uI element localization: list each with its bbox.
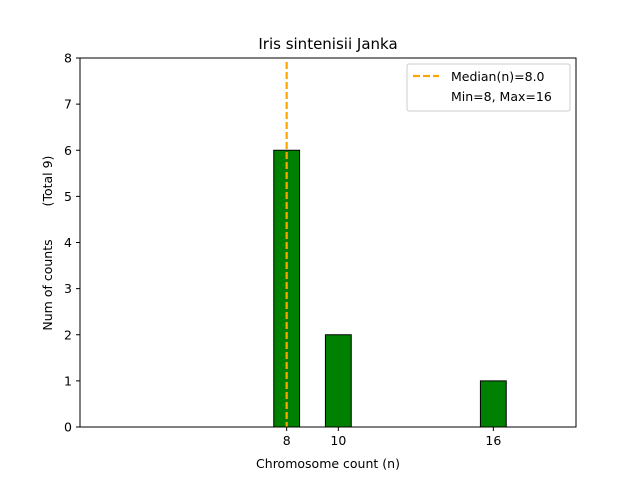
legend-box <box>406 63 571 112</box>
y-axis-total-note: (Total 9) <box>40 156 55 207</box>
bar-16 <box>479 380 507 428</box>
legend-entry-minmax: Min=8, Max=16 <box>451 89 552 104</box>
legend-entry-median: Median(n)=8.0 <box>451 69 545 84</box>
y-tick-label-0: 0 <box>64 420 72 435</box>
bars-group <box>273 149 507 428</box>
y-axis-label: Num of counts <box>40 239 55 330</box>
y-tick-label-7: 7 <box>64 97 72 112</box>
x-axis-ticks: 8 10 16 <box>283 427 501 448</box>
x-axis-label: Chromosome count (n) <box>256 456 400 471</box>
x-tick-label-16: 16 <box>485 433 501 448</box>
y-tick-label-4: 4 <box>64 235 72 250</box>
y-tick-label-5: 5 <box>64 189 72 204</box>
y-axis-ticks: 0 1 2 3 4 5 6 7 8 <box>64 51 80 435</box>
y-tick-label-6: 6 <box>64 143 72 158</box>
y-tick-label-8: 8 <box>64 51 72 66</box>
bar-10 <box>324 334 352 428</box>
x-tick-label-10: 10 <box>330 433 346 448</box>
y-tick-label-1: 1 <box>64 373 72 388</box>
chart-title: Iris sintenisii Janka <box>258 35 397 53</box>
y-tick-label-3: 3 <box>64 281 72 296</box>
legend: Median(n)=8.0 Min=8, Max=16 <box>406 63 571 112</box>
x-tick-label-8: 8 <box>283 433 291 448</box>
y-tick-label-2: 2 <box>64 327 72 342</box>
